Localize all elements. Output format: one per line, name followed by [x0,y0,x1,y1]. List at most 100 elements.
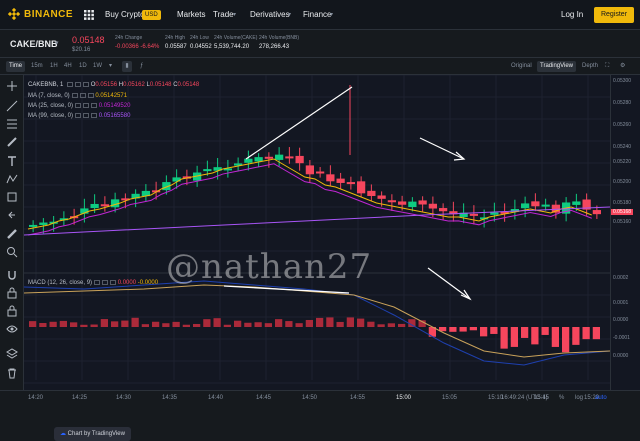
brand-name[interactable]: BINANCE [24,9,74,20]
macd-bar [377,324,385,327]
candle-body [244,158,253,163]
trend-line-icon[interactable] [6,100,18,112]
candle-body [172,177,181,182]
crosshair-icon[interactable] [6,80,18,92]
trash-icon[interactable] [6,367,18,379]
macd-bar [428,327,436,337]
binance-logo-icon[interactable] [8,8,20,20]
nav-finance[interactable]: Finance [303,10,332,19]
macd-bar [541,327,549,335]
time-tick: 14:25 [72,395,88,401]
view-depth[interactable]: Depth [582,63,599,69]
apps-grid-icon[interactable] [84,10,94,20]
time-tick: 15:10 [488,395,504,401]
ohlc-l-label: L [146,82,150,89]
ohlc-high: 0.05162 [123,82,145,89]
candle-body [162,182,171,191]
interval-time[interactable]: Time [6,61,26,72]
price-axis[interactable]: 0.05300 0.05280 0.05260 0.05240 0.05220 … [610,75,640,390]
candle-type-icon[interactable]: ▮ [122,61,132,72]
macd-bar [357,318,365,327]
ma99-legend: MA (99, close, 0) 0.05165580 [28,113,131,120]
ohlc-c-label: C [173,82,178,89]
macd-bar [469,327,477,331]
text-tool-icon[interactable] [6,155,18,167]
interval-dropdown-icon[interactable]: ▾ [109,63,113,69]
fullscreen-icon[interactable]: ⛶ [605,63,610,69]
indicators-icon[interactable]: ƒ [140,63,144,69]
magnet-icon[interactable] [6,269,18,281]
macd-bar [70,322,78,327]
nav-markets[interactable]: Markets [177,10,206,19]
chart-area[interactable]: CAKEBNB, 1 O0.05156 H0.05162 L0.05148 C0… [23,74,611,441]
lock-drawings-icon[interactable] [6,287,18,299]
candle-body [510,209,519,212]
macd-bar [234,320,242,327]
ruler-icon[interactable] [6,228,18,240]
ticker-bar: CAKE/BNB ▾ 0.05148 $20.16 24h Change -0.0… [0,30,640,58]
percent-toggle[interactable]: % [559,395,565,401]
macd-bar [316,317,324,327]
candle-body [572,201,581,205]
clock[interactable]: 16:49:24 (UTC-4) [501,395,548,401]
login-link[interactable]: Log In [561,10,584,19]
price-tick: 0.05160 [613,219,632,225]
fib-icon[interactable] [6,118,18,130]
nav-buy-crypto[interactable]: Buy Crypto [105,10,145,19]
candle-body [121,198,130,201]
interval-1d[interactable]: 1D [79,63,87,69]
pattern-icon[interactable] [6,173,18,185]
interval-1h[interactable]: 1H [50,63,58,69]
brush-icon[interactable] [6,136,18,148]
zoom-in-icon[interactable] [6,246,18,258]
price-tick: 0.05240 [613,144,632,150]
time-tick: 15:15 [534,395,550,401]
pair-symbol[interactable]: CAKE/BNB [10,39,58,49]
stat-24h-high: 24h High 0.05587 [165,35,187,50]
ohlc-low: 0.05148 [149,82,172,89]
candle-body [428,203,437,209]
watermark-text: @nathan27 [166,247,373,287]
candle-body [490,212,499,215]
lock-icon[interactable] [6,305,18,317]
interval-4h[interactable]: 4H [64,63,72,69]
view-original[interactable]: Original [511,63,532,69]
macd-bar [346,317,354,327]
macd-bar [551,327,559,347]
register-button[interactable]: Register [594,7,634,23]
candle-body [213,167,222,171]
time-tick: 14:55 [350,395,366,401]
visibility-eye-icon[interactable] [6,323,18,335]
candle-body [398,201,407,205]
settings-icon[interactable]: ⚙ [620,63,626,69]
candle-body [459,212,468,218]
candle-body [254,157,263,162]
caret-down-icon[interactable]: ▾ [55,40,59,47]
price-tick: 0.05300 [613,78,632,84]
nav-trade[interactable]: Trade [213,10,234,19]
macd-bar [582,327,590,340]
macd-bar [80,324,88,327]
candlestick-chart[interactable] [23,74,611,390]
macd-bar [223,324,231,327]
candle-body [100,204,109,207]
prediction-icon[interactable] [6,191,18,203]
tradingview-badge[interactable]: ☁ Chart by TradingView [54,427,131,441]
view-tradingview[interactable]: TradingView [537,61,577,72]
layers-icon[interactable] [6,347,18,359]
log-toggle[interactable]: log [575,395,584,401]
time-tick: 15:05 [442,395,458,401]
interval-15m[interactable]: 15m [31,63,43,69]
macd-bar [152,321,160,327]
back-arrow-icon[interactable] [6,209,18,221]
nav-derivatives[interactable]: Derivatives [250,10,290,19]
macd-bar [264,323,272,327]
auto-toggle[interactable]: auto [595,395,607,401]
symbol-interval: CAKEBNB, 1 [28,82,64,89]
macd-bar [510,327,518,347]
tradingview-cloud-icon: ☁ [60,431,66,437]
interval-1w[interactable]: 1W [93,63,102,69]
usd-badge[interactable]: USD [142,10,161,20]
time-tick: 14:35 [162,395,178,401]
candle-body [234,163,243,166]
